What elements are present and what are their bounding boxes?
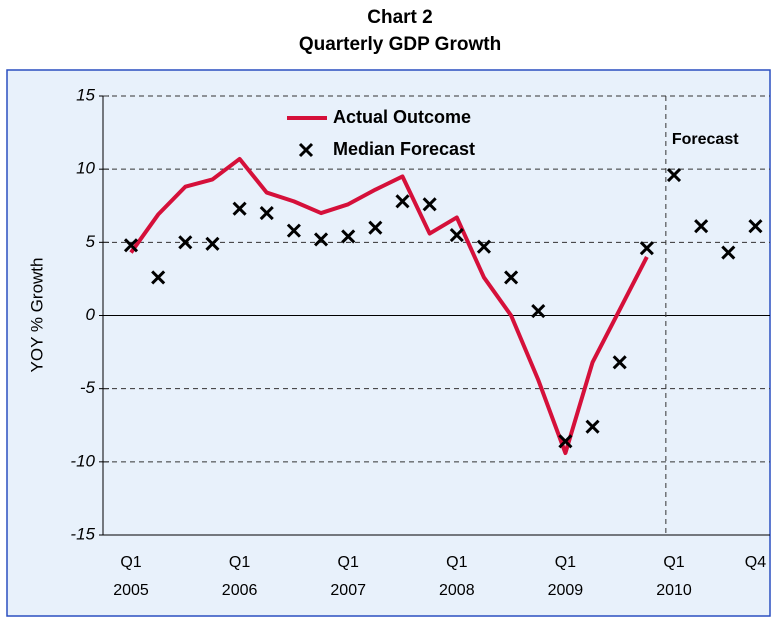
- x-tick-label: Q1: [229, 554, 250, 571]
- data-marker: [422, 197, 437, 212]
- data-marker: [585, 419, 600, 434]
- y-tick-label: 5: [86, 232, 96, 251]
- y-tick-label: -5: [80, 378, 96, 397]
- data-marker: [205, 236, 220, 251]
- data-marker: [259, 206, 274, 221]
- data-marker: [232, 201, 247, 216]
- x-tick-label: 2008: [439, 582, 475, 599]
- y-axis-label: YOY % Growth: [27, 258, 46, 373]
- y-tick-label: 10: [76, 159, 95, 178]
- data-marker: [531, 304, 546, 319]
- data-marker: [694, 219, 709, 234]
- y-tick-label: 15: [76, 85, 95, 104]
- plot-background: [6, 69, 771, 617]
- data-marker: [368, 220, 383, 235]
- y-tick-label: 0: [86, 305, 96, 324]
- data-marker: [178, 235, 193, 250]
- x-tick-label: 2007: [330, 582, 366, 599]
- data-marker: [504, 270, 519, 285]
- data-marker: [476, 239, 492, 254]
- data-marker: [286, 223, 301, 238]
- data-line: [129, 156, 649, 456]
- data-marker: [612, 355, 627, 370]
- chart-title: Chart 2: [367, 7, 432, 28]
- x-tick-label: Q1: [446, 554, 467, 571]
- x-tick-label: 2005: [113, 582, 149, 599]
- data-marker: [151, 270, 166, 285]
- y-tick-label: -10: [70, 451, 95, 470]
- legend-label: Median Forecast: [333, 139, 475, 159]
- data-marker: [449, 227, 464, 243]
- x-tick-label: Q4: [745, 554, 766, 571]
- x-tick-label: Q1: [120, 554, 141, 571]
- annotation: Forecast: [672, 131, 739, 148]
- data-marker: [748, 219, 763, 234]
- data-marker: [721, 245, 736, 260]
- x-tick-label: 2009: [548, 582, 584, 599]
- data-marker: [123, 238, 139, 253]
- data-marker: [639, 241, 654, 256]
- data-marker: [666, 167, 682, 183]
- x-tick-label: Q1: [663, 554, 684, 571]
- x-tick-label: 2010: [656, 582, 692, 599]
- data-marker: [395, 194, 410, 209]
- data-marker: [341, 229, 356, 244]
- data-marker: [313, 232, 329, 247]
- data-marker: [558, 434, 573, 449]
- chart-subtitle: Quarterly GDP Growth: [299, 34, 501, 55]
- x-tick-label: Q1: [555, 554, 576, 571]
- x-tick-label: 2006: [222, 582, 258, 599]
- x-tick-label: Q1: [338, 554, 359, 571]
- legend-label: Actual Outcome: [333, 107, 471, 127]
- legend-swatch: [298, 142, 314, 158]
- y-tick-label: -15: [70, 524, 95, 543]
